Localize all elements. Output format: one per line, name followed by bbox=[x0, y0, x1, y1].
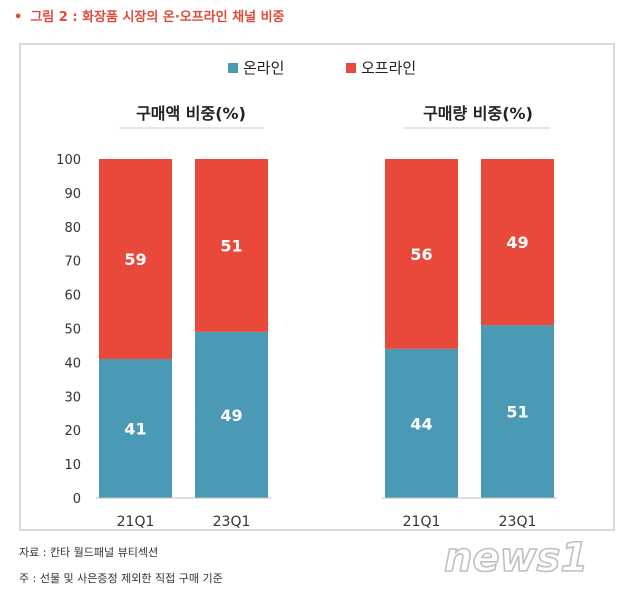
legend-label-online: 온라인 bbox=[243, 59, 284, 77]
data-label: 49 bbox=[506, 233, 528, 252]
panel-title-2: 구매량 비중(%) bbox=[423, 104, 533, 123]
chart-canvas: 온라인 오프라인 0 10 20 30 40 50 60 70 80 90 100 구매액 비중(%) 41… bbox=[56, 59, 557, 530]
y-tick-label: 30 bbox=[64, 390, 81, 405]
panel-title-1: 구매액 비중(%) bbox=[136, 104, 246, 123]
data-label: 44 bbox=[410, 414, 432, 433]
legend-label-offline: 오프라인 bbox=[361, 59, 416, 77]
data-label: 49 bbox=[220, 406, 242, 425]
figure-title-text: 그림 2 : 화장품 시장의 온·오프라인 채널 비중 bbox=[30, 10, 285, 25]
bar-2-21Q1-offline bbox=[385, 159, 458, 349]
legend-swatch-offline bbox=[346, 63, 356, 73]
y-tick-label: 80 bbox=[64, 221, 81, 236]
legend-swatch-online bbox=[228, 63, 238, 73]
data-label: 59 bbox=[124, 250, 146, 269]
y-tick-label: 50 bbox=[64, 323, 81, 338]
y-tick-label: 60 bbox=[64, 289, 81, 304]
data-label: 41 bbox=[124, 420, 146, 439]
y-tick-label: 90 bbox=[64, 187, 81, 202]
title-bullet: • bbox=[14, 10, 23, 25]
data-label: 51 bbox=[220, 236, 242, 255]
y-tick-label: 40 bbox=[64, 356, 81, 371]
watermark-text: news1 bbox=[444, 535, 588, 581]
x-tick-label: 23Q1 bbox=[213, 514, 251, 529]
bar-2-23Q1-offline bbox=[481, 159, 554, 326]
y-tick-label: 70 bbox=[64, 255, 81, 270]
data-label: 56 bbox=[410, 245, 432, 264]
bar-2-23Q1-online bbox=[481, 325, 554, 498]
news1-watermark: news1 bbox=[443, 534, 589, 582]
data-label: 51 bbox=[506, 403, 528, 422]
bar-1-23Q1-offline bbox=[195, 159, 268, 332]
y-tick-label: 0 bbox=[73, 492, 81, 507]
x-tick-label: 23Q1 bbox=[499, 514, 537, 529]
y-tick-label: 10 bbox=[64, 458, 81, 473]
x-tick-label: 21Q1 bbox=[403, 514, 441, 529]
bar-1-21Q1-online bbox=[99, 359, 172, 498]
y-tick-label: 100 bbox=[56, 153, 81, 168]
bar-2-21Q1-online bbox=[385, 348, 458, 498]
chart-frame: 온라인 오프라인 0 10 20 30 40 50 60 70 80 90 100 구매액 비중(%) 41… bbox=[19, 43, 615, 531]
y-tick-label: 20 bbox=[64, 424, 81, 439]
footnote: 주 : 선물 및 사은증정 제외한 직접 구매 기준 bbox=[19, 572, 223, 585]
x-tick-label: 21Q1 bbox=[117, 514, 155, 529]
figure-title: • 그림 2 : 화장품 시장의 온·오프라인 채널 비중 bbox=[14, 6, 285, 25]
bar-1-21Q1-offline bbox=[99, 159, 172, 360]
bar-1-23Q1-online bbox=[195, 331, 268, 498]
source-note: 자료 : 칸타 월드패널 뷰티섹션 bbox=[19, 546, 159, 559]
